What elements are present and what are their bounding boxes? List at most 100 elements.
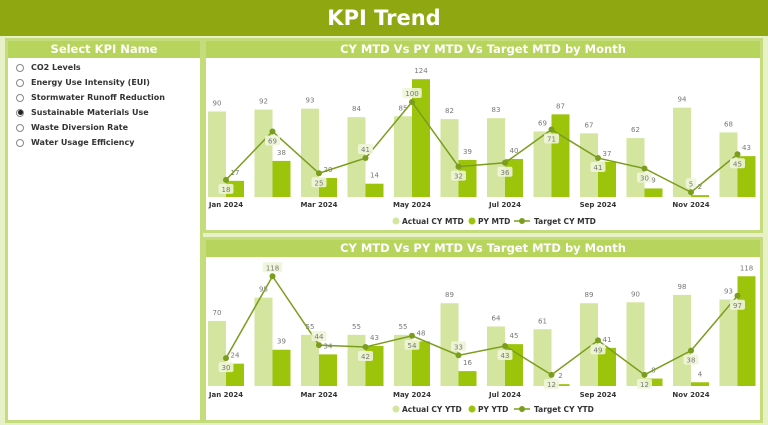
py-bar (458, 371, 477, 386)
target-label-bg (451, 341, 466, 352)
target-label: 41 (594, 164, 603, 172)
target-label: 45 (733, 160, 742, 168)
x-tick-label: Jul 2024 (488, 391, 521, 399)
legend-label: Actual CY MTD (402, 217, 464, 226)
actual-label: 83 (492, 106, 501, 114)
py-label: 4 (698, 370, 703, 378)
target-label-bg (358, 350, 373, 361)
actual-label: 61 (538, 317, 547, 325)
mtd-chart: 9017923893208414851248239834069876737629… (208, 67, 756, 226)
target-label: 38 (687, 357, 696, 365)
legend-swatch (468, 217, 476, 225)
py-label: 87 (556, 102, 565, 110)
target-label-bg (451, 170, 466, 181)
legend-label: PY YTD (478, 405, 508, 414)
actual-label: 89 (445, 291, 454, 299)
actual-bar (487, 118, 505, 197)
target-label: 100 (405, 90, 418, 98)
actual-label: 95 (259, 286, 268, 294)
chart-title: CY MTD Vs PY MTD Vs Target MTD by Month (206, 41, 760, 58)
target-point (269, 273, 276, 280)
py-label: 40 (510, 147, 519, 155)
option-label: Water Usage Efficiency (31, 138, 135, 147)
legend-swatch (392, 217, 400, 225)
target-point (409, 332, 415, 339)
actual-bar (487, 326, 505, 386)
slicer-option[interactable]: CO2 Levels (8, 60, 200, 75)
target-label: 30 (222, 364, 231, 372)
slicer-option[interactable]: Water Usage Efficiency (8, 135, 200, 150)
py-bar (551, 114, 570, 197)
actual-bar (301, 108, 319, 197)
py-label: 34 (324, 342, 333, 350)
target-point (641, 165, 648, 172)
target-label-bg (311, 177, 327, 188)
target-label: 41 (361, 146, 370, 154)
target-label-bg (730, 299, 745, 310)
ytd-chart-panel: CY MTD Vs PY MTD Vs Target MTD by Month … (203, 237, 763, 423)
target-point (595, 337, 601, 344)
x-tick-label: Jul 2024 (488, 201, 521, 209)
py-bar (644, 188, 663, 197)
actual-bar (254, 297, 273, 386)
target-label-bg (218, 362, 234, 373)
x-tick-label: Sep 2024 (580, 391, 617, 399)
py-label: 118 (740, 264, 753, 272)
radio-button[interactable] (16, 63, 24, 72)
py-bar (365, 183, 384, 197)
target-label: 54 (408, 342, 417, 350)
actual-bar (440, 303, 459, 386)
target-label-bg (402, 88, 422, 98)
target-point (502, 159, 508, 166)
actual-bar (208, 320, 226, 386)
actual-bar (533, 131, 552, 197)
x-tick-label: Jan 2024 (208, 201, 243, 209)
actual-bar (347, 117, 366, 197)
kpi-slicer: Select KPI Name CO2 Levels Energy Use Int… (5, 38, 203, 423)
slicer-option[interactable]: Energy Use Intensity (EUI) (8, 75, 200, 90)
radio-button[interactable] (16, 78, 24, 87)
page-title: KPI Trend (0, 0, 768, 36)
slicer-option[interactable]: Waste Diversion Rate (8, 120, 200, 135)
slicer-option[interactable]: Stormwater Runoff Reduction (8, 90, 200, 105)
target-label-bg (544, 378, 559, 389)
target-line (225, 100, 738, 194)
target-label: 44 (315, 333, 324, 341)
chart-title: CY MTD Vs PY MTD Vs Target MTD by Month (206, 240, 760, 257)
target-label-bg (497, 350, 513, 361)
actual-label: 93 (306, 97, 315, 105)
target-point (455, 352, 462, 359)
radio-button[interactable] (16, 138, 24, 147)
py-label: 39 (277, 338, 286, 346)
actual-label: 68 (724, 120, 733, 128)
target-label-bg (497, 166, 513, 177)
py-label: 2 (558, 372, 562, 380)
target-label: 42 (361, 353, 370, 361)
legend-swatch (392, 405, 400, 413)
py-label: 37 (603, 150, 612, 158)
target-label: 69 (268, 137, 277, 145)
radio-button[interactable] (16, 108, 24, 117)
target-point (688, 347, 694, 354)
slicer-title: Select KPI Name (8, 41, 200, 58)
actual-bar (719, 299, 738, 386)
target-label-bg (544, 133, 559, 144)
target-label-bg (730, 158, 745, 169)
target-label-bg (685, 178, 697, 189)
actual-label: 90 (213, 100, 222, 108)
target-label: 5 (689, 180, 693, 188)
slicer-option[interactable]: Sustainable Materials Use (8, 105, 200, 120)
target-point (362, 343, 369, 350)
actual-label: 70 (213, 309, 222, 317)
target-label-bg (637, 378, 652, 389)
radio-button[interactable] (16, 93, 24, 102)
py-bar (458, 159, 477, 197)
target-label: 18 (222, 186, 231, 194)
py-label: 14 (370, 172, 379, 180)
x-tick-label: Nov 2024 (672, 201, 709, 209)
target-label-bg (265, 135, 280, 146)
target-label: 36 (501, 169, 510, 177)
target-point (734, 151, 741, 158)
radio-button[interactable] (16, 123, 24, 132)
py-label: 43 (370, 334, 379, 342)
